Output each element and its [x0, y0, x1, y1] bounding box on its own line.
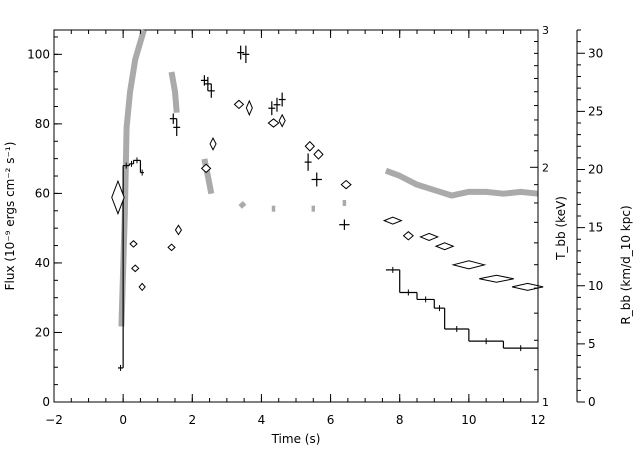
- radius-tick-label: 0: [588, 395, 596, 409]
- temperature-band: [384, 167, 539, 199]
- radius-tick-label: 15: [588, 221, 603, 235]
- x-tick-label: 0: [119, 413, 127, 427]
- radius-point: [167, 243, 176, 252]
- x-tick-label: 6: [327, 413, 335, 427]
- flux-point: [169, 113, 177, 124]
- radius-tick-label: 10: [588, 279, 603, 293]
- radius-axis-label: R_bb (km/d_10 kpc): [619, 205, 633, 324]
- radius-point: [267, 118, 280, 128]
- radius-point: [278, 113, 286, 128]
- radius-tick-label: 25: [588, 104, 603, 118]
- temperature-band: [168, 71, 180, 113]
- flux-point: [204, 76, 212, 91]
- temperature-axis: 1 2 3: [530, 24, 549, 409]
- radius-tick-label: 5: [588, 337, 596, 351]
- radius-point: [479, 274, 514, 283]
- flux-point: [339, 219, 350, 230]
- radius-point: [451, 260, 487, 270]
- flux-tick-label: 80: [35, 117, 50, 131]
- x-axis-label: Time (s): [271, 432, 321, 446]
- x-tick-label: 12: [530, 413, 545, 427]
- x-tick-label: −2: [45, 413, 63, 427]
- radius-point: [200, 163, 212, 174]
- flux-point: [278, 92, 286, 107]
- radius-diamond-layer: [111, 99, 544, 292]
- radius-point: [419, 232, 440, 241]
- x-tick-label: 8: [396, 413, 404, 427]
- radius-point: [209, 137, 217, 151]
- x-tick-label: 2: [188, 413, 196, 427]
- radius-point: [174, 224, 183, 236]
- flux-cross-layer: [169, 45, 350, 230]
- radius-tick-label: 30: [588, 46, 603, 60]
- flux-point: [304, 153, 312, 171]
- temperature-tick-label: 1: [542, 396, 549, 409]
- temperature-tick-label: 3: [542, 24, 549, 37]
- x-axis: −2 0 2 4 6 8 10 12: [45, 30, 546, 427]
- temperature-axis-label: T_bb (keV): [554, 196, 568, 261]
- flux-tick-label: 100: [27, 47, 50, 61]
- flux-point: [237, 45, 245, 60]
- radius-point: [511, 282, 544, 291]
- radius-point: [340, 179, 352, 190]
- flux-point: [207, 83, 215, 98]
- radius-point: [434, 242, 455, 251]
- radius-point: [245, 99, 253, 117]
- flux-tick-label: 60: [35, 186, 50, 200]
- temperature-band: [238, 200, 247, 209]
- x-tick-label: 4: [258, 413, 266, 427]
- radius-point: [313, 149, 324, 160]
- flux-axis: 0 20 40 60 80 100: [27, 36, 62, 409]
- radius-tick-label: 20: [588, 163, 603, 177]
- radius-point: [382, 216, 403, 225]
- flux-point: [311, 172, 322, 187]
- flux-point: [268, 101, 276, 116]
- temperature-band: [201, 158, 215, 195]
- temperature-band-layer: [118, 29, 539, 327]
- flux-point: [242, 45, 250, 64]
- radius-point: [138, 282, 146, 292]
- radius-point: [402, 231, 414, 241]
- temperature-band: [118, 29, 147, 327]
- flux-tick-label: 0: [42, 395, 50, 409]
- radius-point: [233, 99, 245, 110]
- radius-point: [304, 140, 316, 152]
- flux-point: [173, 118, 181, 137]
- radius-point: [111, 179, 125, 216]
- flux-tick-label: 20: [35, 325, 50, 339]
- temperature-tick-label: 2: [542, 161, 549, 174]
- radius-axis: 0 5 10 15 20 25 30: [576, 29, 603, 409]
- radius-point: [129, 240, 138, 248]
- x-tick-label: 10: [461, 413, 476, 427]
- flux-tick-label: 40: [35, 256, 50, 270]
- flux-axis-label: Flux (10⁻⁹ ergs cm⁻² s⁻¹): [3, 142, 17, 291]
- radius-point: [131, 264, 140, 273]
- flux-point: [273, 97, 281, 112]
